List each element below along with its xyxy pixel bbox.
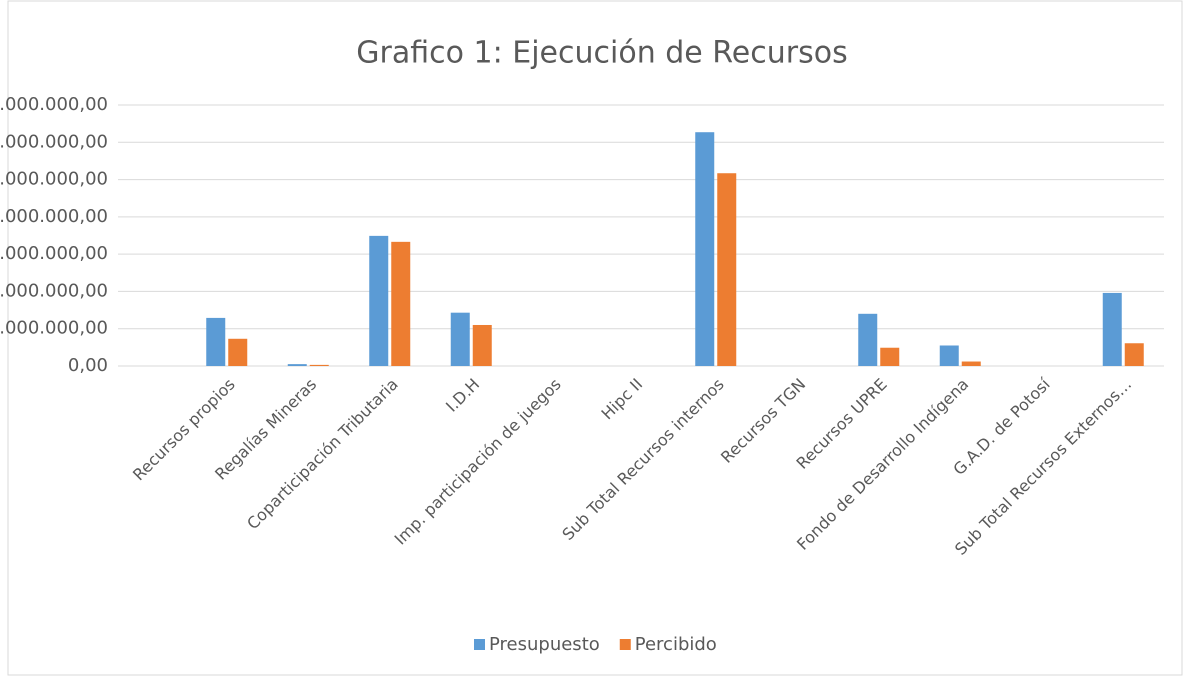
chart-frame [7,0,1183,676]
bar [369,235,389,366]
y-tick-label: 40.000.000,00 [0,206,108,227]
legend-swatch [619,639,631,650]
bar [1102,292,1122,366]
bar [287,364,307,366]
bar [472,324,492,366]
bar [961,361,981,366]
bar [391,241,411,366]
bar [206,317,226,366]
bar [1124,343,1144,366]
bar [695,132,715,366]
legend-label: Presupuesto [489,634,600,655]
bar [858,313,878,366]
bar [880,347,900,366]
y-tick-label: 60.000.000,00 [0,131,108,152]
legend-swatch [474,639,485,650]
y-tick-label: 30.000.000,00 [0,243,108,264]
chart-title: Grafico 1: Ejecución de Recursos [356,36,847,71]
bar [228,338,248,366]
y-tick-label: 10.000.000,00 [0,318,108,339]
y-tick-label: 70.000.000,00 [0,94,108,115]
bar [309,364,329,366]
legend-label: Percibido [635,634,717,655]
y-tick-label: 0,00 [68,355,108,376]
bar [450,312,470,366]
bar [939,345,959,366]
bar [717,173,737,366]
y-tick-label: 50.000.000,00 [0,169,108,190]
y-tick-label: 20.000.000,00 [0,280,108,301]
